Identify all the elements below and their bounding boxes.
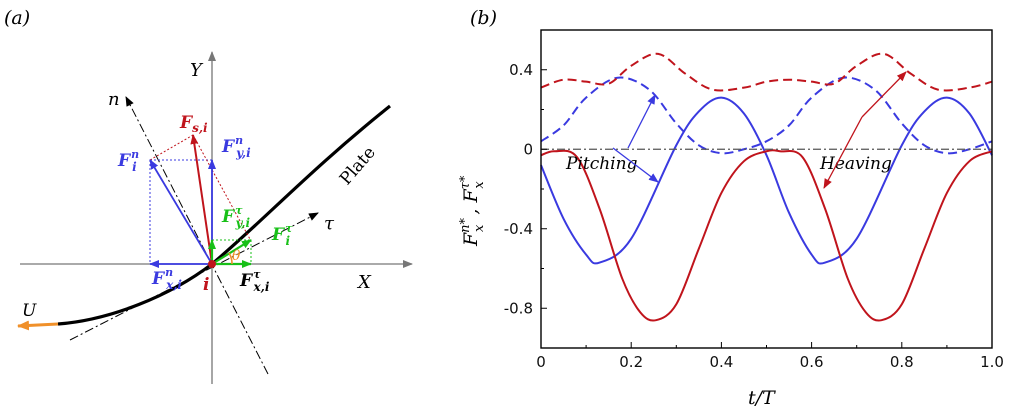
- x-axis-label: X: [356, 272, 372, 293]
- force-s-label: Fs,i: [179, 113, 208, 135]
- series-line-1: [540, 149, 993, 322]
- normal-line: [125, 96, 269, 375]
- x-tick-label: 0.8: [890, 353, 914, 371]
- panel-a-label: (a): [4, 7, 30, 29]
- force-nx-label: Fn x,i: [151, 266, 182, 292]
- theta-arc: [228, 252, 233, 265]
- y-tick-label: 0.4: [509, 61, 533, 79]
- panel-a: (a) X Y n τ Plate U θ: [4, 7, 413, 384]
- x-tick-label: 1.0: [980, 353, 1004, 371]
- heaving-arrow-2: [823, 116, 863, 189]
- y-tick-label: 0: [523, 140, 533, 158]
- theta-label: θ: [232, 248, 241, 264]
- y-axis-label: Y: [190, 60, 204, 81]
- force-tx-label: Fτ x,i: [239, 268, 270, 294]
- y-tick-label: -0.4: [504, 220, 533, 238]
- pitching-arrow-1: [627, 94, 656, 149]
- plot-ticks: 0 0.2 0.4 0.6 0.8 1.0 0.4 0 -0.4 -0.8: [504, 61, 1004, 371]
- series-line-2: [540, 76, 993, 155]
- force-n-arrow: [149, 159, 213, 265]
- proj-s-right: [192, 134, 252, 242]
- force-s-arrow: [190, 134, 213, 265]
- plot-series: [540, 52, 993, 322]
- node-dot: [208, 260, 216, 268]
- pitching-arrow-2: [612, 147, 659, 183]
- velocity-arrow: [17, 320, 59, 331]
- plot-frame: [540, 29, 993, 349]
- x-tick-label: 0.6: [800, 353, 824, 371]
- panel-b-label: (b): [470, 7, 497, 29]
- x-tick-label: 0: [536, 353, 546, 371]
- series-line-0: [540, 96, 993, 265]
- annotation-heaving: Heaving: [819, 154, 892, 174]
- x-tick-label: 0.2: [619, 353, 643, 371]
- force-ty-label: Fτ y,i: [221, 204, 250, 230]
- force-ny-label: Fn y,i: [221, 134, 251, 160]
- x-axis-title: t/T: [748, 387, 776, 409]
- velocity-label: U: [22, 301, 37, 321]
- heaving-arrow-1: [861, 71, 907, 118]
- panel-b: (b) 0 0.2 0.4 0.6 0.8 1.0 0.4 0 -0.4 -0.8 Pitchin…: [458, 7, 1004, 409]
- y-axis-title: Fn*x, Fτ*x: [458, 175, 487, 247]
- node-label: i: [203, 275, 209, 295]
- proj-s-left: [149, 134, 194, 161]
- annotation-pitching: Pitching: [565, 154, 638, 174]
- force-t-label: Fτ i: [271, 222, 293, 248]
- tangent-label: τ: [324, 213, 335, 234]
- y-tick-label: -0.8: [504, 299, 533, 317]
- force-t-arrow: [211, 239, 252, 265]
- plate-label: Plate: [336, 143, 380, 189]
- normal-label: n: [108, 89, 120, 110]
- series-line-3: [540, 52, 993, 92]
- x-tick-label: 0.4: [709, 353, 733, 371]
- force-n-label: Fn i: [117, 148, 139, 174]
